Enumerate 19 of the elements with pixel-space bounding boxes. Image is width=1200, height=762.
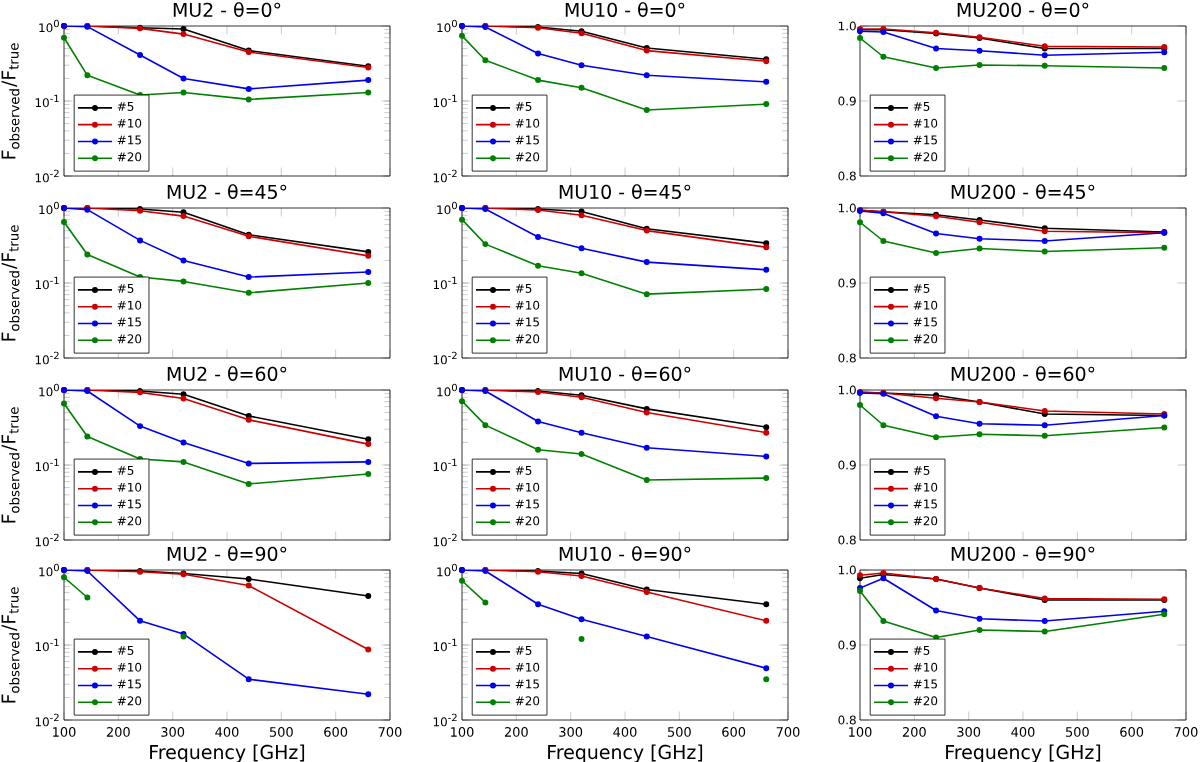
chart-title: MU200 - θ=90° (951, 546, 1095, 561)
y-axis-title: F$_{observed}$/F$_{true}$ (1, 225, 20, 341)
chart-title: MU10 - θ=60° (559, 366, 691, 381)
y-axis-title: F$_{observed}$/F$_{true}$ (1, 407, 20, 523)
x-axis-title: Frequency [GHz] (946, 744, 1101, 762)
chart-title: MU200 - θ=0° (957, 2, 1089, 17)
chart-title: MU200 - θ=45° (951, 184, 1095, 199)
chart-title: MU2 - θ=45° (167, 184, 287, 199)
chart-title: MU10 - θ=90° (559, 546, 691, 561)
chart-title: MU2 - θ=90° (167, 546, 287, 561)
chart-title: MU2 - θ=60° (167, 366, 287, 381)
y-axis-title: F$_{observed}$/F$_{true}$ (1, 587, 20, 703)
chart-title: MU10 - θ=45° (559, 184, 691, 199)
chart-title: MU10 - θ=0° (565, 2, 685, 17)
x-axis-title: Frequency [GHz] (548, 744, 703, 762)
x-axis-title: Frequency [GHz] (150, 744, 305, 762)
chart-title: MU200 - θ=60° (951, 366, 1095, 381)
y-axis-title: F$_{observed}$/F$_{true}$ (1, 43, 20, 159)
chart-title: MU2 - θ=0° (173, 2, 281, 17)
